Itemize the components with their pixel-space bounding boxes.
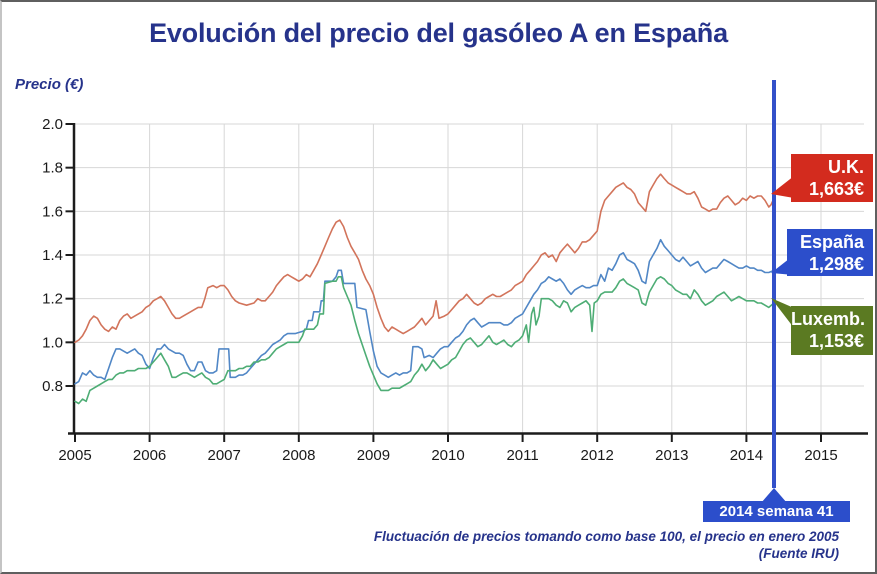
footer-note-line2: (Fuente IRU) — [758, 546, 839, 561]
x-tick-label: 2005 — [58, 447, 91, 464]
x-tick-label: 2011 — [506, 447, 538, 464]
marker-week-label: 2014 semana 41 — [703, 501, 850, 522]
espana-series-line — [74, 238, 775, 385]
y-tick-label: 1.4 — [42, 247, 63, 264]
callout-uk-name: U.K. — [828, 157, 864, 177]
x-tick-label: 2009 — [357, 447, 390, 464]
callout-espana-name: España — [799, 232, 864, 252]
y-tick-label: 2.0 — [42, 116, 63, 133]
footer-note: Fluctuación de precios tomando como base… — [374, 528, 839, 562]
y-axis-title: Precio (€) — [15, 76, 84, 93]
y-tick-label: 0.8 — [42, 378, 63, 395]
callout-uk-tail — [771, 176, 794, 198]
x-tick-label: 2012 — [581, 447, 614, 464]
callout-espana-value: 1,298€ — [808, 254, 864, 274]
x-tick-label: 2013 — [655, 447, 688, 464]
x-tick-label: 2010 — [431, 447, 464, 464]
y-tick-label: 1.8 — [42, 160, 63, 177]
callout-espana: España 1,298€ — [787, 229, 873, 276]
callout-uk: U.K. 1,663€ — [791, 154, 873, 202]
x-tick-label: 2008 — [282, 447, 315, 464]
x-tick-label: 2014 — [730, 447, 763, 464]
callout-luxemb-value: 1,153€ — [808, 331, 864, 351]
callout-luxemb: Luxemb. 1,153€ — [791, 306, 873, 355]
y-tick-label: 1.0 — [42, 334, 63, 351]
week-marker-pointer — [761, 488, 788, 503]
callout-uk-value: 1,663€ — [808, 179, 864, 199]
page-title: Evolución del precio del gasóleo A en Es… — [149, 18, 728, 48]
y-tick-label: 1.6 — [42, 203, 63, 220]
luxemb-series-line — [74, 275, 775, 405]
callout-luxemb-tail — [771, 298, 794, 328]
footer-note-line1: Fluctuación de precios tomando como base… — [373, 529, 839, 544]
x-tick-label: 2015 — [804, 447, 837, 464]
x-tick-label: 2007 — [208, 447, 241, 464]
callout-luxemb-name: Luxemb. — [791, 309, 866, 329]
x-tick-label: 2006 — [133, 447, 166, 464]
uk-series-line — [74, 173, 775, 344]
y-tick-label: 1.2 — [42, 291, 63, 308]
